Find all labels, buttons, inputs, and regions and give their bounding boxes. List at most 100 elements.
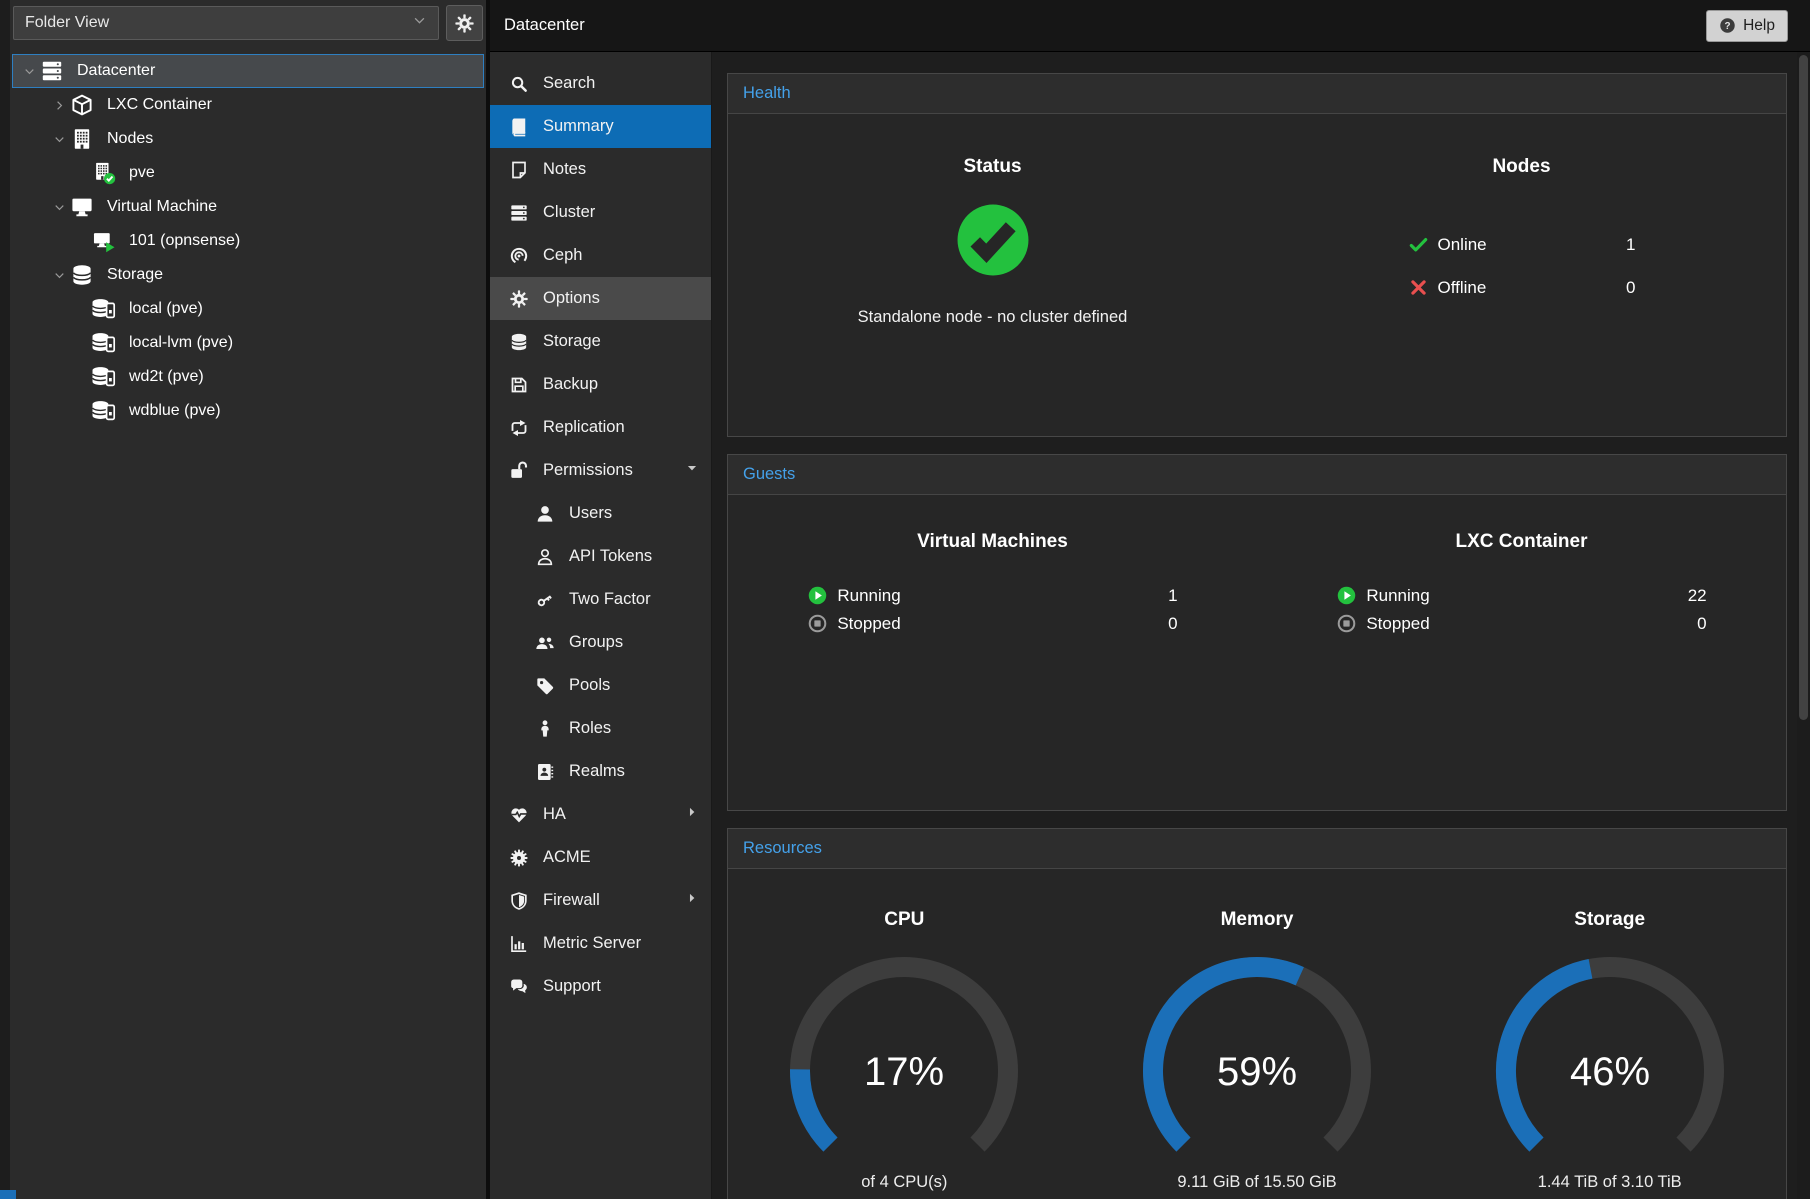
floppy-icon	[507, 375, 530, 395]
nav-item-support[interactable]: Support	[490, 965, 711, 1008]
nav-item-label: Support	[543, 977, 601, 996]
guests-panel-body: Virtual MachinesRunning1Stopped0LXC Cont…	[728, 495, 1786, 810]
nav-item-firewall[interactable]: Firewall	[490, 879, 711, 922]
nav-item-replication[interactable]: Replication	[490, 406, 711, 449]
chevron-down-icon[interactable]	[18, 65, 40, 78]
guest-status-rows: Running1Stopped0	[807, 585, 1177, 634]
gauge-heading: Memory	[1221, 909, 1294, 931]
tree-item-wd2t-pve[interactable]: wd2t (pve)	[12, 360, 484, 394]
nav-item-search[interactable]: Search	[490, 62, 711, 105]
gauge-memory: Memory59%9.11 GiB of 15.50 GiB	[1081, 869, 1434, 1192]
tree-item-label: local-lvm (pve)	[129, 334, 233, 352]
tree-item-pve[interactable]: pve	[12, 156, 484, 190]
health-panel-title: Health	[743, 84, 791, 102]
tree-item-local-pve[interactable]: local (pve)	[12, 292, 484, 326]
key-icon	[533, 590, 556, 610]
tree-item-nodes[interactable]: Nodes	[12, 122, 484, 156]
guests-panel-header: Guests	[728, 455, 1786, 495]
status-label: Running	[1366, 586, 1429, 606]
tree-item-label: Virtual Machine	[107, 198, 217, 216]
nav-item-cluster[interactable]: Cluster	[490, 191, 711, 234]
guests-panel-title: Guests	[743, 465, 795, 483]
workspace: Datacenter ? Help SearchSummaryNotesClus…	[486, 0, 1810, 1199]
tree-item-virtual-machine[interactable]: Virtual Machine	[12, 190, 484, 224]
book-icon	[507, 117, 530, 137]
nav-item-api-tokens[interactable]: API Tokens	[490, 535, 711, 578]
tree-toolbar: Folder View	[10, 0, 486, 47]
view-selector[interactable]: Folder View	[13, 6, 439, 40]
nav-item-options[interactable]: Options	[490, 277, 711, 320]
caret-down-icon	[685, 461, 699, 480]
health-panel: Health Status Standalone node - no clust…	[727, 73, 1787, 437]
tree-item-label: wd2t (pve)	[129, 368, 204, 386]
nav-item-notes[interactable]: Notes	[490, 148, 711, 191]
nav-item-storage[interactable]: Storage	[490, 320, 711, 363]
help-button[interactable]: ? Help	[1706, 10, 1788, 42]
tree-item-datacenter[interactable]: Datacenter	[12, 54, 484, 88]
status-value: 0	[1626, 278, 1635, 298]
chevron-right-icon[interactable]	[48, 99, 70, 112]
tree-settings-button[interactable]	[446, 5, 483, 41]
nav-item-ceph[interactable]: Ceph	[490, 234, 711, 277]
tree-item-lxc-container[interactable]: LXC Container	[12, 88, 484, 122]
nav-item-users[interactable]: Users	[490, 492, 711, 535]
nav-item-pools[interactable]: Pools	[490, 664, 711, 707]
resources-panel-header: Resources	[728, 829, 1786, 869]
tree-item-label: local (pve)	[129, 300, 203, 318]
status-row-offline: Offline0	[1408, 277, 1636, 298]
cluster-icon	[507, 203, 530, 223]
tree-item-101-opnsense[interactable]: 101 (opnsense)	[12, 224, 484, 258]
tree-item-label: pve	[129, 164, 155, 182]
vertical-scrollbar[interactable]	[1797, 52, 1810, 1199]
nav-item-two-factor[interactable]: Two Factor	[490, 578, 711, 621]
status-label: Stopped	[1366, 614, 1429, 634]
note-icon	[507, 160, 530, 180]
gauge-detail: 1.44 TiB of 3.10 TiB	[1538, 1173, 1682, 1192]
nav-item-roles[interactable]: Roles	[490, 707, 711, 750]
help-button-label: Help	[1743, 17, 1775, 35]
nav-item-label: Storage	[543, 332, 601, 351]
workspace-body: Search Summary Notes Cluster Ceph Options Stor…	[490, 52, 1810, 1199]
tree-item-label: 101 (opnsense)	[129, 232, 240, 250]
stop-circle-icon	[1336, 613, 1357, 634]
nav-item-label: Search	[543, 74, 595, 93]
tree-item-label: Nodes	[107, 130, 153, 148]
nav-item-label: Cluster	[543, 203, 595, 222]
nav-item-ha[interactable]: HA	[490, 793, 711, 836]
chevron-down-icon	[412, 13, 427, 33]
guest-status-rows: Running22Stopped0	[1336, 585, 1706, 634]
status-label: Stopped	[837, 614, 900, 634]
building-icon	[70, 127, 97, 151]
nav-item-realms[interactable]: Realms	[490, 750, 711, 793]
status-value: 1	[1626, 235, 1635, 255]
tree-item-local-lvm-pve[interactable]: local-lvm (pve)	[12, 326, 484, 360]
nodes-status-column: Nodes Online1Offline0	[1257, 114, 1786, 436]
tree-item-wdblue-pve[interactable]: wdblue (pve)	[12, 394, 484, 428]
certificate-icon	[507, 848, 530, 868]
gauge-percent: 59%	[1217, 1050, 1297, 1094]
nav-item-label: Options	[543, 289, 600, 308]
nav-item-backup[interactable]: Backup	[490, 363, 711, 406]
nav-item-summary[interactable]: Summary	[490, 105, 711, 148]
chevron-down-icon[interactable]	[48, 201, 70, 214]
nav-item-label: ACME	[543, 848, 591, 867]
chevron-down-icon[interactable]	[48, 269, 70, 282]
nav-item-label: Pools	[569, 676, 610, 695]
chevron-down-icon[interactable]	[48, 133, 70, 146]
scrollbar-thumb[interactable]	[1799, 55, 1808, 720]
tree-item-storage[interactable]: Storage	[12, 258, 484, 292]
main-content: Health Status Standalone node - no clust…	[712, 52, 1797, 1199]
nav-item-metric-server[interactable]: Metric Server	[490, 922, 711, 965]
nav-item-acme[interactable]: ACME	[490, 836, 711, 879]
nav-item-label: Notes	[543, 160, 586, 179]
guests-panel: Guests Virtual MachinesRunning1Stopped0L…	[727, 454, 1787, 811]
nav-item-label: Ceph	[543, 246, 582, 265]
gauge-heading: Storage	[1574, 909, 1645, 931]
shield-icon	[507, 891, 530, 911]
nav-item-groups[interactable]: Groups	[490, 621, 711, 664]
status-value: 1	[1168, 586, 1177, 606]
gauge-percent: 17%	[864, 1050, 944, 1094]
storage-drive-icon	[92, 399, 119, 423]
nav-item-permissions[interactable]: Permissions	[490, 449, 711, 492]
status-label: Online	[1438, 235, 1487, 255]
